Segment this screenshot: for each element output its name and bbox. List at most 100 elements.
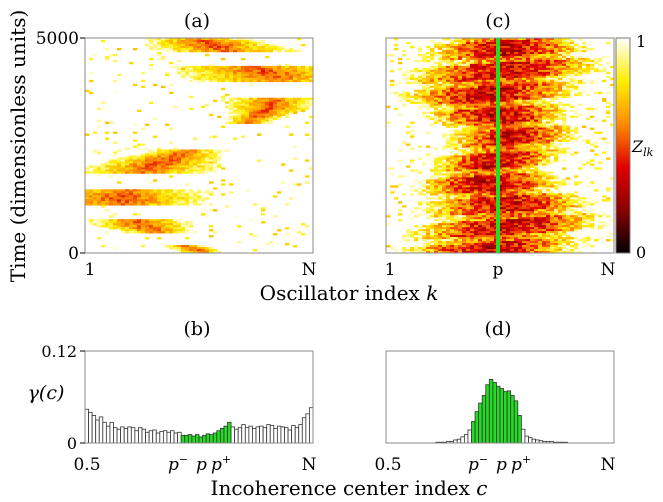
heatmap-cell	[554, 67, 559, 71]
heatmap-cell	[442, 169, 447, 172]
heatmap-cell	[490, 197, 495, 200]
heatmap-cell	[586, 69, 591, 73]
heatmap-cell	[526, 175, 531, 178]
heatmap-cell	[177, 171, 182, 174]
heatmap-cell	[434, 113, 439, 116]
heatmap-cell	[542, 147, 547, 150]
heatmap-cell	[153, 201, 158, 204]
heatmap-cell	[502, 181, 507, 184]
heatmap-cell	[562, 45, 567, 49]
heatmap-cell	[518, 175, 523, 178]
heatmap-cell	[442, 107, 447, 111]
heatmap-cell	[301, 233, 306, 236]
heatmap-cell	[430, 73, 435, 77]
heatmap-cell	[602, 137, 607, 140]
heatmap-cell	[502, 187, 507, 190]
heatmap-cell	[518, 101, 523, 105]
heatmap-cell	[426, 79, 431, 83]
heatmap-cell	[490, 207, 495, 210]
heatmap-cell	[458, 141, 463, 144]
heatmap-cell	[482, 51, 487, 55]
heatmap-cell	[193, 49, 198, 53]
heatmap-cell	[305, 101, 310, 105]
heatmap-cell	[526, 147, 531, 150]
heatmap-cell	[105, 189, 110, 192]
heatmap-cell	[209, 163, 214, 166]
heatmap-cell	[534, 75, 539, 79]
heatmap-cell	[502, 169, 507, 172]
heatmap-cell	[426, 111, 431, 114]
heatmap-cell	[285, 233, 290, 236]
heatmap-cell	[466, 59, 471, 63]
heatmap-cell	[141, 201, 146, 204]
heatmap-cell	[526, 89, 531, 93]
heatmap-cell	[486, 93, 491, 97]
heatmap-cell	[245, 39, 250, 43]
heatmap-cell	[510, 43, 515, 47]
heatmap-cell	[458, 59, 463, 63]
heatmap-cell	[522, 87, 527, 91]
heatmap-cell	[157, 161, 162, 164]
heatmap-cell	[590, 67, 595, 71]
heatmap-cell	[522, 57, 527, 61]
heatmap-cell	[522, 103, 527, 107]
heatmap-cell	[510, 191, 515, 194]
heatmap-cell	[530, 125, 535, 128]
heatmap-cell	[470, 133, 475, 136]
heatmap-cell	[466, 69, 471, 73]
heatmap-cell	[510, 59, 515, 63]
heatmap-cell	[502, 99, 507, 103]
heatmap-cell	[197, 71, 202, 75]
heatmap-cell	[285, 65, 290, 69]
heatmap-cell	[454, 65, 459, 69]
heatmap-cell	[89, 165, 94, 168]
heatmap-cell	[522, 187, 527, 190]
heatmap-cell	[193, 165, 198, 168]
heatmap-cell	[201, 251, 206, 254]
heatmap-cell	[418, 77, 423, 81]
heatmap-cell	[105, 199, 110, 202]
heatmap-cell	[458, 107, 463, 111]
heatmap-cell	[470, 205, 475, 208]
heatmap-cell	[554, 85, 559, 89]
heatmap-cell	[97, 193, 102, 196]
heatmap-cell	[454, 181, 459, 184]
heatmap-cell	[534, 41, 539, 45]
heatmap-cell	[209, 193, 214, 196]
heatmap-cell	[165, 157, 170, 160]
heatmap-cell	[542, 53, 547, 57]
heatmap-cell	[430, 85, 435, 89]
heatmap-cell	[554, 181, 559, 184]
heatmap-cell	[586, 161, 591, 164]
heatmap-cell	[490, 193, 495, 196]
heatmap-cell	[558, 67, 563, 71]
heatmap-cell	[193, 249, 198, 252]
heatmap-cell	[125, 171, 130, 174]
heatmap-cell	[574, 81, 579, 85]
heatmap-cell	[141, 225, 146, 228]
heatmap-cell	[534, 151, 539, 154]
heatmap-cell	[213, 209, 218, 212]
heatmap-cell	[510, 155, 515, 158]
heatmap-cell	[554, 73, 559, 77]
heatmap-cell	[498, 135, 503, 138]
heatmap-cell	[289, 105, 294, 109]
heatmap-cell	[181, 45, 186, 49]
heatmap-cell	[241, 103, 246, 107]
heatmap-cell	[426, 211, 431, 214]
heatmap-cell	[506, 51, 511, 55]
heatmap-cell	[209, 73, 214, 77]
heatmap-cell	[534, 49, 539, 53]
heatmap-cell	[498, 103, 503, 107]
heatmap-cell	[442, 73, 447, 77]
heatmap-cell	[522, 105, 527, 109]
heatmap-cell	[97, 107, 102, 111]
heatmap-cell	[490, 103, 495, 107]
heatmap-cell	[197, 77, 202, 81]
heatmap-cell	[558, 39, 563, 43]
heatmap-cell	[394, 197, 399, 200]
heatmap-cell	[538, 49, 543, 53]
heatmap-cell	[498, 193, 503, 196]
heatmap-cell	[486, 153, 491, 156]
heatmap-cell	[450, 99, 455, 103]
